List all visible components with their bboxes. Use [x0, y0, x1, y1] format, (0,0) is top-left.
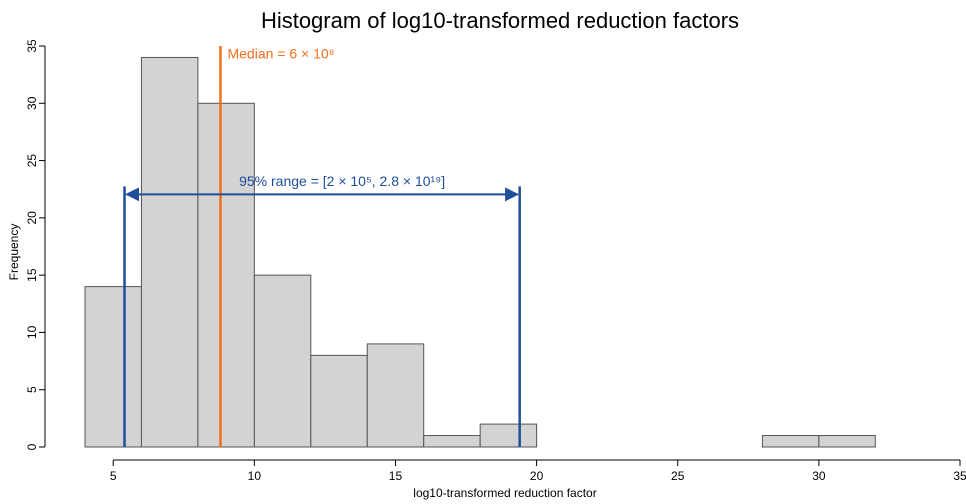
chart-title: Histogram of log10-transformed reduction…: [261, 8, 739, 33]
median-label: Median = 6 × 10⁸: [227, 46, 334, 62]
range-label: 95% range = [2 × 10⁵, 2.8 × 10¹⁹]: [239, 173, 445, 189]
y-tick-label: 20: [25, 211, 39, 225]
bar: [366, 343, 425, 448]
bar: [84, 286, 142, 448]
bar: [140, 56, 199, 448]
y-tick-label: 35: [25, 39, 39, 53]
bar: [423, 435, 481, 448]
bar: [761, 435, 820, 448]
x-tick-label: 30: [812, 469, 826, 483]
y-tick-label: 15: [25, 268, 39, 282]
x-tick-label: 25: [671, 469, 685, 483]
bar: [253, 274, 312, 448]
bar: [479, 423, 538, 448]
bar: [818, 435, 876, 448]
x-axis-label: log10-transformed reduction factor: [413, 486, 596, 500]
x-tick-label: 5: [110, 469, 117, 483]
x-tick-label: 35: [953, 469, 966, 483]
y-tick-label: 10: [25, 325, 39, 339]
x-tick-label: 15: [389, 469, 403, 483]
x-tick-label: 20: [530, 469, 544, 483]
bar: [197, 102, 255, 448]
y-tick-label: 25: [25, 154, 39, 168]
bar: [310, 354, 368, 448]
y-tick-label: 0: [25, 443, 39, 450]
y-tick-label: 5: [25, 386, 39, 393]
y-axis-label: Frequency: [7, 224, 21, 281]
x-tick-label: 10: [248, 469, 262, 483]
y-tick-label: 30: [25, 96, 39, 110]
